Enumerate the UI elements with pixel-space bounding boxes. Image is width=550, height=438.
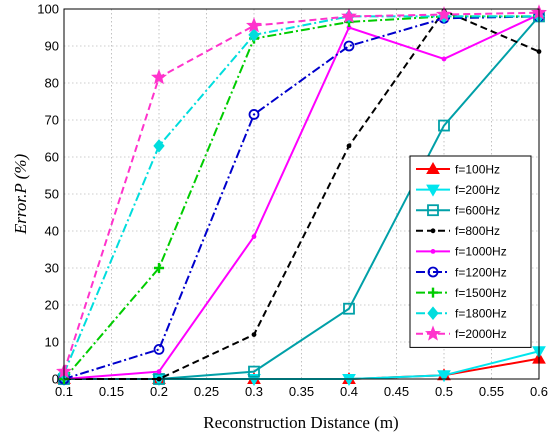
legend-marker bbox=[430, 249, 436, 254]
y-tick-label: 80 bbox=[45, 76, 59, 91]
legend-marker bbox=[430, 228, 436, 234]
legend-entry: f=1800Hz bbox=[416, 306, 507, 321]
data-point bbox=[156, 369, 162, 374]
data-point bbox=[153, 343, 165, 355]
y-tick-label: 70 bbox=[45, 113, 59, 128]
y-tick-label: 30 bbox=[45, 261, 59, 276]
x-tick-label: 0.25 bbox=[194, 384, 219, 399]
y-axis-label: Error.P (%) bbox=[11, 154, 30, 236]
legend-label: f=1200Hz bbox=[455, 265, 507, 279]
x-tick-label: 0.2 bbox=[150, 384, 168, 399]
x-tick-label: 0.4 bbox=[340, 384, 358, 399]
data-point bbox=[343, 302, 355, 315]
legend-label: f=1800Hz bbox=[455, 307, 507, 321]
x-axis-ticks: 0.1 0.15 0.2 0.25 0.3 0.35 0.4 0.45 0.5 0.55 0.6 bbox=[55, 384, 548, 399]
legend-marker bbox=[427, 306, 439, 320]
y-tick-label: 50 bbox=[45, 187, 59, 202]
legend-marker bbox=[425, 325, 441, 341]
series-line bbox=[63, 15, 540, 380]
x-tick-label: 0.15 bbox=[99, 384, 124, 399]
data-point bbox=[436, 6, 452, 22]
legend-entry: f=1000Hz bbox=[416, 245, 507, 259]
data-point bbox=[153, 139, 165, 153]
data-point bbox=[251, 234, 257, 239]
y-tick-label: 40 bbox=[45, 224, 59, 239]
data-point bbox=[437, 370, 451, 383]
data-point bbox=[248, 365, 260, 378]
series-line bbox=[63, 15, 539, 374]
plot-frame bbox=[63, 8, 540, 380]
x-tick-label: 0.45 bbox=[384, 384, 409, 399]
y-tick-label: 60 bbox=[45, 150, 59, 165]
y-tick-label: 100 bbox=[37, 2, 59, 17]
y-axis-ticks: 0 10 20 30 40 50 60 70 80 90 100 bbox=[37, 2, 59, 387]
legend-marker bbox=[426, 161, 440, 174]
legend-entry: f=100Hz bbox=[416, 161, 500, 176]
legend-entry: f=800Hz bbox=[416, 224, 500, 238]
x-tick-label: 0.6 bbox=[530, 384, 548, 399]
legend-entry: f=2000Hz bbox=[416, 325, 507, 341]
data-point bbox=[151, 69, 167, 85]
legend-entry: f=1500Hz bbox=[416, 286, 507, 300]
legend-label: f=100Hz bbox=[455, 162, 500, 176]
legend-entry: f=1200Hz bbox=[416, 265, 507, 279]
legend-marker bbox=[427, 204, 439, 217]
data-point bbox=[441, 56, 447, 62]
legend-marker bbox=[426, 184, 440, 197]
y-tick-label: 20 bbox=[45, 298, 59, 313]
data-point bbox=[438, 119, 450, 132]
series-line bbox=[63, 11, 540, 372]
legend-marker bbox=[428, 287, 438, 298]
y-tick-label: 0 bbox=[52, 372, 59, 387]
legend-label: f=2000Hz bbox=[455, 327, 507, 341]
data-point bbox=[251, 332, 257, 337]
legend-entry: f=600Hz bbox=[416, 204, 500, 218]
y-tick-label: 10 bbox=[45, 335, 59, 350]
legend-label: f=200Hz bbox=[455, 183, 500, 197]
legend-label: f=1500Hz bbox=[455, 286, 507, 300]
legend-entry: f=200Hz bbox=[416, 183, 500, 197]
legend-label: f=1000Hz bbox=[455, 245, 507, 259]
data-point bbox=[342, 374, 356, 387]
x-tick-label: 0.3 bbox=[245, 384, 263, 399]
legend-label: f=800Hz bbox=[455, 224, 500, 238]
x-tick-label: 0.55 bbox=[479, 384, 504, 399]
x-tick-label: 0.1 bbox=[55, 384, 73, 399]
legend: f=100Hz f=200Hz f=600Hz f=800Hz f=1000Hz f=12… bbox=[409, 155, 532, 348]
x-axis-label: Reconstruction Distance (m) bbox=[203, 413, 398, 432]
data-point bbox=[248, 109, 260, 120]
data-point bbox=[341, 8, 357, 24]
legend-label: f=600Hz bbox=[455, 204, 500, 218]
legend-marker bbox=[427, 266, 439, 278]
data-point bbox=[246, 17, 262, 33]
x-tick-label: 0.5 bbox=[435, 384, 453, 399]
x-tick-label: 0.35 bbox=[289, 384, 314, 399]
data-point bbox=[248, 28, 260, 42]
data-point bbox=[154, 263, 164, 273]
y-tick-label: 90 bbox=[45, 39, 59, 54]
data-point bbox=[343, 40, 355, 52]
series-line bbox=[63, 13, 540, 380]
data-point bbox=[346, 143, 352, 149]
